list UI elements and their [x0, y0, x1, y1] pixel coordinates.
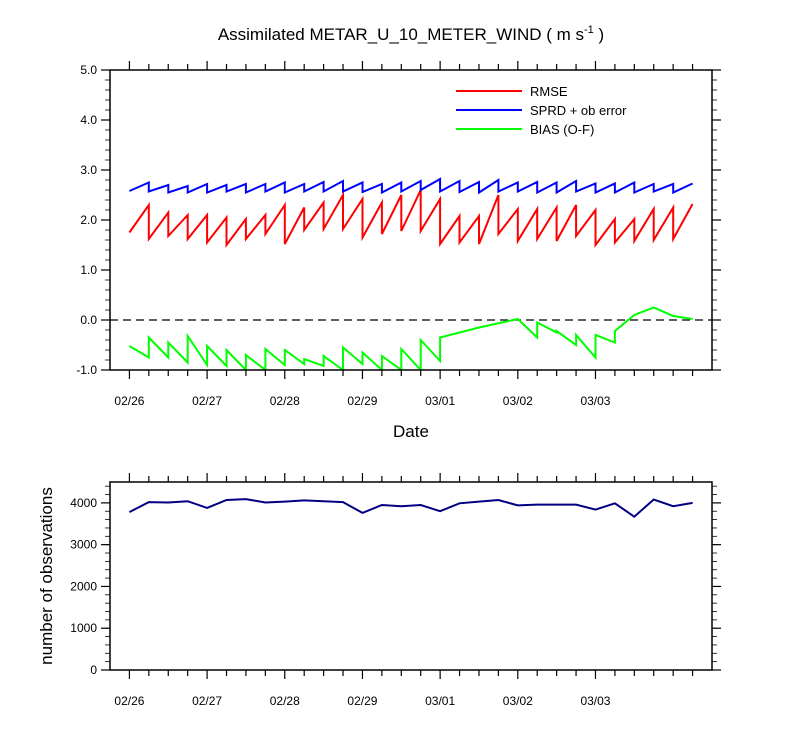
- rmse-line: [128, 189, 694, 249]
- series-group: [128, 498, 693, 518]
- y-tick-label: 0: [90, 663, 97, 677]
- x-tick-label: 02/28: [270, 394, 300, 408]
- observations-chart: 0 1000 2000 3000 4000 02/26 02/27 02/28 02/29 03/…: [70, 473, 721, 708]
- x-tick-label: 02/28: [270, 694, 300, 708]
- x-tick-label: 02/29: [347, 694, 377, 708]
- y-tick-label: 2.0: [80, 213, 97, 227]
- y-tick-label: 3.0: [80, 163, 97, 177]
- y-tick-label: 1.0: [80, 263, 97, 277]
- x-tick-label: 03/02: [503, 694, 533, 708]
- bias-o-f-line: [128, 306, 693, 370]
- x-tick-label: 03/02: [503, 394, 533, 408]
- sprd-ob-error-line: [128, 177, 694, 195]
- x-tick-label: 03/01: [425, 394, 455, 408]
- y-tick-label: -1.0: [76, 363, 97, 377]
- x-tick-label: 03/01: [425, 694, 455, 708]
- chart-title-main: Assimilated METAR_U_10_METER_WIND ( m s: [218, 25, 584, 44]
- y-tick-label: 0.0: [80, 313, 97, 327]
- legend-label: SPRD + ob error: [530, 103, 627, 118]
- x-tick-label: 02/27: [192, 394, 222, 408]
- y-tick-label: 4.0: [80, 113, 97, 127]
- y-tick-label: 3000: [70, 538, 97, 552]
- x-tick-label: 02/26: [114, 394, 144, 408]
- y-tick-label: 2000: [70, 579, 97, 593]
- x-tick-label: 02/26: [114, 694, 144, 708]
- top-chart: -1.0 0.0 1.0 2.0 3.0 4.0 5.0 02/26 02/27 02/28 02/…: [76, 61, 721, 408]
- x-axis-title: Date: [393, 422, 429, 441]
- x-tick-label: 02/29: [347, 394, 377, 408]
- x-tick-label: 03/03: [580, 394, 610, 408]
- x-tick-label: 02/27: [192, 694, 222, 708]
- legend: RMSE SPRD + ob error BIAS (O-F): [456, 84, 627, 137]
- legend-label: BIAS (O-F): [530, 122, 594, 137]
- y-tick-label: 4000: [70, 496, 97, 510]
- chart-title-end: ): [594, 25, 604, 44]
- y-axis-title-observations: number of observations: [37, 487, 56, 665]
- y-tick-label: 5.0: [80, 63, 97, 77]
- chart-title-superscript: -1: [584, 24, 594, 36]
- legend-label: RMSE: [530, 84, 568, 99]
- plot-frame: [109, 481, 713, 671]
- observations-line: [128, 498, 693, 518]
- series-group: [128, 177, 694, 370]
- y-tick-label: 1000: [70, 621, 97, 635]
- chart-title: Assimilated METAR_U_10_METER_WIND ( m s-…: [218, 24, 604, 44]
- x-tick-label: 03/03: [580, 694, 610, 708]
